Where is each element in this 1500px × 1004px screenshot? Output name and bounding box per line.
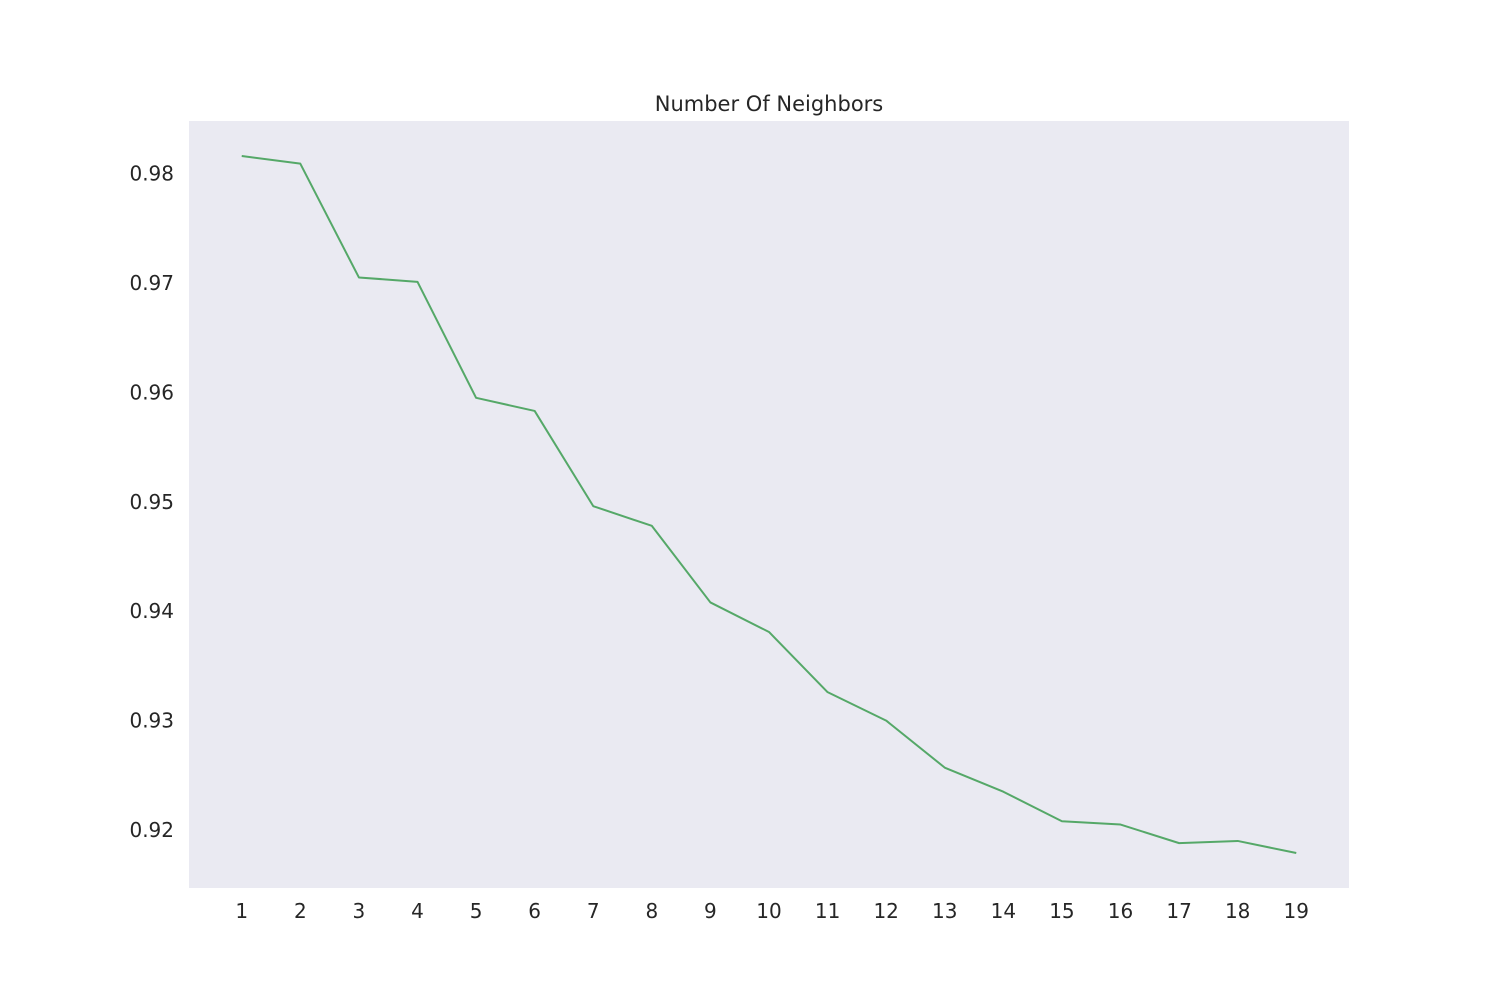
x-tick-label: 10 <box>756 899 781 923</box>
y-tick-label: 0.95 <box>129 490 174 514</box>
series-line <box>241 155 1297 854</box>
chart-title: Number Of Neighbors <box>655 92 884 116</box>
x-tick-label: 9 <box>704 899 717 923</box>
x-tick-label: 4 <box>411 899 424 923</box>
plot-area <box>189 121 1349 888</box>
y-tick-label: 0.92 <box>129 818 174 842</box>
x-tick-label: 17 <box>1166 899 1191 923</box>
x-tick-label: 8 <box>645 899 658 923</box>
x-tick-label: 16 <box>1108 899 1133 923</box>
x-tick-label: 7 <box>587 899 600 923</box>
x-tick-label: 1 <box>235 899 248 923</box>
x-tick-label: 12 <box>873 899 898 923</box>
y-tick-label: 0.96 <box>129 380 174 404</box>
y-tick-label: 0.93 <box>129 709 174 733</box>
series-layer <box>241 155 1297 854</box>
x-tick-label: 2 <box>294 899 307 923</box>
x-tick-label: 5 <box>470 899 483 923</box>
y-tick-label: 0.98 <box>129 162 174 186</box>
x-tick-label: 3 <box>353 899 366 923</box>
x-tick-label: 11 <box>815 899 840 923</box>
x-tick-label: 14 <box>991 899 1016 923</box>
x-tick-label: 6 <box>528 899 541 923</box>
y-tick-label: 0.94 <box>129 599 174 623</box>
y-axis-ticks: 0.92 0.93 0.94 0.95 0.96 0.97 0.98 <box>129 162 174 842</box>
x-tick-label: 15 <box>1049 899 1074 923</box>
x-tick-label: 13 <box>932 899 957 923</box>
y-tick-label: 0.97 <box>129 271 174 295</box>
x-tick-label: 19 <box>1284 899 1309 923</box>
x-axis-ticks: 1 2 3 4 5 6 7 8 9 10 11 12 13 14 15 16 17 18 19 <box>235 899 1309 923</box>
x-tick-label: 18 <box>1225 899 1250 923</box>
